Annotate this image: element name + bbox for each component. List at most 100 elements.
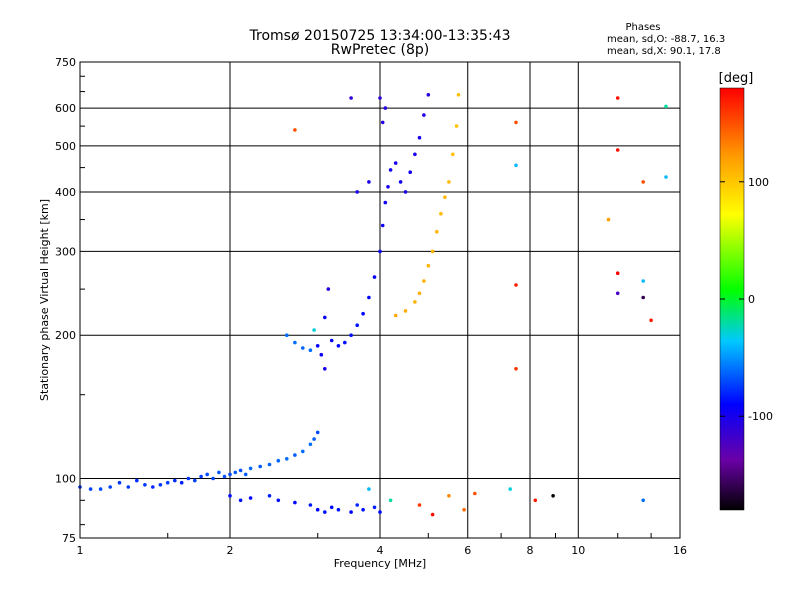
y-axis-ticks: 75 100 200 300 400 500 600 750 bbox=[55, 56, 85, 545]
data-point bbox=[336, 344, 341, 348]
data-point bbox=[514, 163, 518, 168]
data-point bbox=[233, 470, 238, 475]
data-point bbox=[186, 476, 191, 481]
data-point bbox=[165, 480, 170, 485]
data-point bbox=[462, 507, 466, 512]
x-tick-label: 8 bbox=[527, 544, 534, 557]
data-point bbox=[435, 229, 439, 234]
phases-title: Phases bbox=[625, 22, 660, 33]
data-point bbox=[422, 279, 426, 283]
data-point bbox=[403, 190, 408, 194]
data-point bbox=[473, 491, 477, 496]
data-point bbox=[173, 478, 177, 483]
data-point bbox=[514, 120, 518, 125]
data-point bbox=[641, 279, 645, 283]
data-point bbox=[267, 462, 272, 467]
data-point bbox=[443, 195, 447, 199]
data-point bbox=[388, 168, 393, 172]
data-point bbox=[336, 507, 341, 512]
data-point bbox=[380, 223, 385, 228]
data-point bbox=[417, 503, 422, 507]
x-tick-label: 4 bbox=[377, 544, 384, 557]
data-points bbox=[78, 93, 668, 517]
x-axis-label: Frequency [MHz] bbox=[334, 557, 426, 570]
data-point bbox=[151, 485, 155, 489]
data-point bbox=[343, 340, 347, 345]
data-point bbox=[258, 464, 263, 469]
data-point bbox=[454, 124, 459, 128]
x-axis-ticks: 1 2 4 6 8 10 16 bbox=[77, 533, 687, 557]
data-point bbox=[367, 487, 371, 491]
data-point bbox=[649, 318, 653, 323]
chart-subtitle: RwPretec (8p) bbox=[331, 42, 429, 58]
data-point bbox=[413, 152, 417, 157]
data-point bbox=[447, 180, 451, 184]
data-point bbox=[222, 474, 227, 479]
data-point bbox=[372, 275, 377, 279]
data-point bbox=[312, 437, 316, 441]
data-point bbox=[386, 185, 390, 189]
data-point bbox=[664, 175, 668, 179]
data-point bbox=[378, 510, 382, 514]
data-point bbox=[361, 507, 365, 512]
data-point bbox=[301, 449, 305, 454]
data-point bbox=[308, 348, 313, 353]
data-point bbox=[285, 333, 289, 338]
y-tick-label: 750 bbox=[55, 56, 76, 69]
phases-mean-x: mean, sd,X: 90.1, 17.8 bbox=[607, 46, 721, 57]
data-point bbox=[323, 510, 327, 514]
x-tick-label: 6 bbox=[464, 544, 471, 557]
data-point bbox=[380, 120, 385, 125]
data-point bbox=[312, 328, 316, 332]
data-point bbox=[117, 480, 122, 485]
y-tick-label: 200 bbox=[55, 329, 76, 342]
data-point bbox=[323, 315, 327, 320]
data-point bbox=[179, 480, 184, 485]
data-point bbox=[329, 338, 334, 343]
data-point bbox=[456, 93, 461, 97]
data-point bbox=[285, 457, 289, 461]
y-tick-label: 75 bbox=[62, 532, 76, 545]
data-point bbox=[349, 96, 353, 100]
data-point bbox=[398, 180, 403, 184]
data-point bbox=[393, 161, 398, 165]
data-point bbox=[447, 494, 451, 498]
data-point bbox=[615, 271, 620, 276]
grid-lines bbox=[80, 62, 680, 538]
data-point bbox=[615, 96, 620, 100]
data-point bbox=[293, 453, 297, 457]
data-point bbox=[641, 180, 645, 184]
data-point bbox=[514, 367, 518, 371]
data-point bbox=[355, 503, 360, 507]
data-point bbox=[451, 152, 455, 157]
data-point bbox=[267, 494, 272, 498]
data-point bbox=[315, 507, 320, 512]
data-point bbox=[361, 311, 365, 316]
data-point bbox=[211, 476, 215, 481]
colorbar-ticks: 100 0 -100 bbox=[720, 176, 773, 423]
data-point bbox=[315, 344, 320, 348]
data-point bbox=[417, 291, 422, 296]
colorbar-tick-label: 100 bbox=[748, 176, 769, 189]
data-point bbox=[533, 498, 538, 503]
data-point bbox=[378, 96, 382, 100]
x-tick-label: 2 bbox=[227, 544, 234, 557]
colorbar-tick-label: 0 bbox=[748, 293, 755, 306]
phases-mean-o: mean, sd,O: -88.7, 16.3 bbox=[607, 34, 725, 45]
data-point bbox=[193, 478, 197, 483]
data-point bbox=[641, 295, 645, 300]
data-point bbox=[413, 300, 417, 304]
data-point bbox=[349, 333, 353, 338]
data-point bbox=[88, 487, 93, 491]
data-point bbox=[426, 93, 431, 97]
data-point bbox=[664, 104, 668, 109]
x-tick-label: 1 bbox=[77, 544, 84, 557]
data-point bbox=[238, 498, 243, 503]
data-point bbox=[126, 485, 131, 489]
x-tick-label: 10 bbox=[571, 544, 585, 557]
data-point bbox=[323, 367, 327, 371]
data-point bbox=[293, 340, 297, 345]
data-point bbox=[301, 346, 305, 350]
data-point bbox=[293, 128, 297, 132]
